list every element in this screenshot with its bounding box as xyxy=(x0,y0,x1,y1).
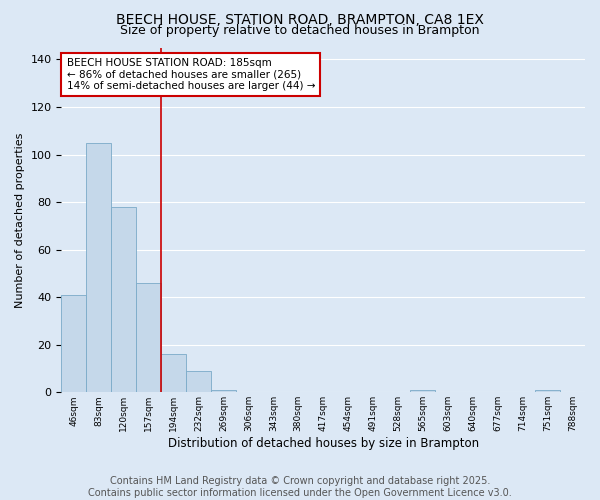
Bar xyxy=(211,390,236,392)
Bar xyxy=(111,207,136,392)
Bar xyxy=(61,295,86,392)
Text: Size of property relative to detached houses in Brampton: Size of property relative to detached ho… xyxy=(120,24,480,37)
X-axis label: Distribution of detached houses by size in Brampton: Distribution of detached houses by size … xyxy=(167,437,479,450)
Y-axis label: Number of detached properties: Number of detached properties xyxy=(15,132,25,308)
Text: BEECH HOUSE STATION ROAD: 185sqm
← 86% of detached houses are smaller (265)
14% : BEECH HOUSE STATION ROAD: 185sqm ← 86% o… xyxy=(67,58,315,91)
Bar xyxy=(86,142,111,392)
Text: BEECH HOUSE, STATION ROAD, BRAMPTON, CA8 1EX: BEECH HOUSE, STATION ROAD, BRAMPTON, CA8… xyxy=(116,12,484,26)
Text: Contains HM Land Registry data © Crown copyright and database right 2025.
Contai: Contains HM Land Registry data © Crown c… xyxy=(88,476,512,498)
Bar xyxy=(136,283,161,393)
Bar xyxy=(186,371,211,392)
Bar xyxy=(535,390,560,392)
Bar xyxy=(410,390,436,392)
Bar xyxy=(161,354,186,393)
